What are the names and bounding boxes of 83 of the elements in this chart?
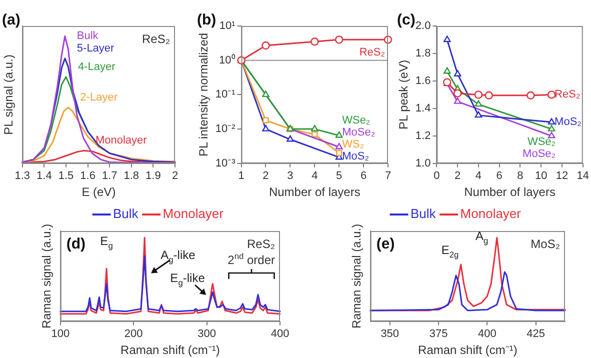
y-tick-label: 10⁻¹ — [215, 88, 236, 101]
series-label: WSe₂ — [342, 114, 370, 126]
series-label: WS₂ — [342, 138, 364, 150]
series-label: MoSe₂ — [342, 126, 376, 138]
annotation: ReS₂ — [142, 32, 170, 46]
series-label: MoS₂ — [554, 116, 582, 128]
x-tick-label: 0 — [434, 170, 440, 182]
x-tick-label: 375 — [429, 328, 448, 340]
y-tick-label: 1.4 — [415, 102, 431, 114]
y-axis-title: Raman signal (a.u.) — [350, 224, 364, 329]
x-tick-label: 2 — [454, 170, 461, 182]
x-tick-label: 1.9 — [146, 170, 161, 182]
x-tick-label: 1.4 — [36, 170, 52, 182]
x-tick-label: 350 — [380, 328, 400, 340]
text: (a) — [2, 12, 20, 28]
y-tick-label: 10¹ — [219, 20, 236, 32]
y-axis-title: PL peak (eV) — [396, 60, 411, 130]
x-axis-title: Raman shift (cm⁻¹) — [418, 343, 518, 358]
legend-label: Bulk — [113, 206, 139, 222]
series-label: WSe₂ — [527, 136, 556, 148]
x-tick-label: 10 — [534, 170, 548, 182]
x-tick-label: 5 — [336, 170, 342, 182]
text: (c) — [397, 12, 416, 28]
annotation: (d) — [66, 236, 86, 252]
annotation: A$_{g}$ — [476, 228, 488, 246]
y-tick-label: 1.6 — [415, 74, 431, 87]
x-tick-label: 3 — [287, 170, 294, 182]
series-label: ReS₂ — [359, 46, 386, 59]
x-tick-label: 6 — [496, 170, 502, 182]
annotation: ReS₂ — [246, 237, 275, 251]
y-tick-label: 10⁻² — [215, 123, 236, 136]
x-tick-label: 400 — [478, 328, 496, 340]
y-tick-label: 1.2 — [415, 130, 431, 142]
series-label: 2-Layer — [80, 91, 118, 104]
annotation: E$_{g}$ — [100, 234, 113, 250]
x-tick-label: 4 — [475, 170, 482, 182]
series-label: MoSe₂ — [522, 148, 556, 160]
y-tick-label: 2.0 — [415, 20, 431, 32]
x-tick-label: 1.3 — [14, 170, 30, 182]
y-axis-title: PL intensity normalized — [196, 32, 211, 157]
x-tick-label: 2 — [262, 170, 269, 182]
series-label: Bulk — [76, 30, 99, 42]
x-tick-label: 1.6 — [80, 170, 96, 182]
y-tick-label: 10⁰ — [219, 53, 236, 66]
x-tick-label: 400 — [270, 328, 290, 340]
text: (b) — [197, 12, 216, 28]
x-tick-label: 6 — [360, 170, 367, 182]
x-tick-label: 1.8 — [124, 170, 140, 182]
y-axis-title: Raman signal (a.u.) — [40, 224, 54, 329]
series-label: MoS₂ — [342, 150, 369, 162]
x-tick-label: 1 — [238, 170, 244, 182]
annotation: E$_{g}$-like — [170, 271, 205, 288]
series-label: 4-Layer — [78, 60, 116, 73]
y-tick-label: 10⁻³ — [215, 157, 236, 170]
x-tick-label: 100 — [51, 328, 70, 340]
y-tick-label: 1.0 — [415, 157, 431, 170]
x-tick-label: 1.7 — [102, 170, 118, 182]
x-tick-label: 200 — [124, 328, 143, 340]
x-tick-label: 300 — [198, 328, 216, 340]
x-axis-title: Raman shift (cm⁻¹) — [120, 343, 220, 358]
x-tick-label: 7 — [384, 170, 392, 182]
x-tick-label: 425 — [526, 328, 545, 340]
series-label: ReS₂ — [554, 88, 580, 101]
x-tick-label: 12 — [556, 170, 568, 182]
annotation: MoS₂ — [530, 237, 560, 251]
x-tick-label: 14 — [576, 170, 590, 182]
x-axis-title: E (eV) — [82, 185, 116, 200]
annotation: (e) — [376, 236, 395, 252]
x-tick-label: 2 — [172, 170, 178, 182]
x-tick-label: 1.5 — [58, 170, 74, 182]
x-tick-label: 8 — [517, 170, 524, 182]
annotation: 2$^{nd}$ order — [228, 251, 275, 267]
x-axis-title: Number of layers — [464, 185, 556, 200]
series-label: Monolayer — [95, 134, 148, 147]
annotation: E$_{2g}$ — [441, 243, 459, 260]
y-axis-title: PL signal (a.u.) — [2, 54, 16, 135]
x-axis-title: Number of layers — [268, 185, 360, 200]
legend-label: Monolayer — [162, 206, 224, 222]
legend-label: Monolayer — [460, 206, 522, 222]
y-tick-label: 1.8 — [415, 48, 431, 60]
legend-label: Bulk — [410, 206, 436, 222]
series-label: 5-Layer — [76, 42, 115, 54]
x-tick-label: 4 — [312, 170, 318, 182]
